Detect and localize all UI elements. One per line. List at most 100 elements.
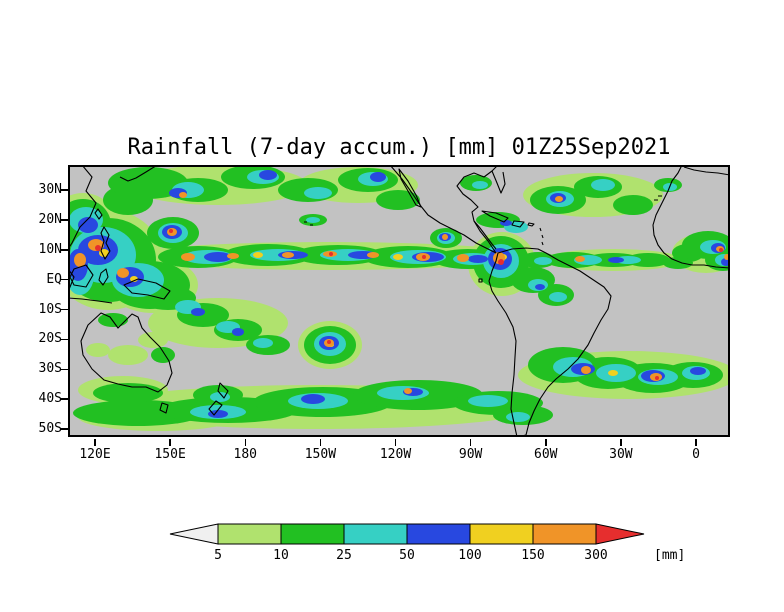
x-tick-mark xyxy=(469,439,472,446)
rain-cell xyxy=(253,338,273,348)
y-axis-label: 20N xyxy=(38,211,62,227)
y-axis-label: 20S xyxy=(38,331,62,347)
colorbar-segment xyxy=(469,523,534,545)
rain-cell xyxy=(468,395,508,407)
colorbar-tick-label: 10 xyxy=(273,548,289,563)
rain-cell xyxy=(108,345,148,365)
colorbar-tick-label: 5 xyxy=(214,548,222,563)
rain-cell xyxy=(98,313,128,327)
x-axis-label: 180 xyxy=(233,447,257,462)
coastline xyxy=(304,221,313,226)
x-tick-mark xyxy=(94,439,96,446)
colorbar-tick-label: 100 xyxy=(458,548,482,563)
rain-cell xyxy=(608,257,624,263)
x-axis-label: 120W xyxy=(379,447,412,462)
coastline xyxy=(491,170,506,194)
rain-cell xyxy=(282,252,294,258)
rain-cell xyxy=(472,181,488,189)
x-axis-label: 60W xyxy=(534,447,558,462)
y-axis-label: 30S xyxy=(38,361,62,377)
rain-cell xyxy=(232,328,244,336)
y-axis-label: 10S xyxy=(38,301,62,317)
colorbar-unit-label: [mm] xyxy=(654,548,686,563)
colorbar-segment xyxy=(217,523,282,545)
coastline xyxy=(481,210,509,223)
coastline xyxy=(539,227,544,246)
rain-cell xyxy=(549,292,567,302)
rain-cell xyxy=(253,252,263,258)
rain-cell xyxy=(86,343,110,357)
y-tick-mark xyxy=(60,219,68,221)
rain-cell xyxy=(575,256,585,262)
x-axis-label: 90W xyxy=(458,447,483,462)
map-frame xyxy=(68,165,730,437)
x-tick-mark xyxy=(545,439,547,446)
y-axis-label: 50S xyxy=(38,421,62,436)
rain-cell xyxy=(404,388,412,394)
y-tick-mark xyxy=(60,278,68,281)
colorbar-tick-label: 300 xyxy=(584,548,608,563)
colorbar-segment xyxy=(343,523,408,545)
rain-cell xyxy=(108,167,188,199)
rain-cell xyxy=(301,394,325,404)
colorbar-left-arrow xyxy=(169,523,219,545)
x-tick-mark xyxy=(695,439,697,446)
rain-cell xyxy=(534,257,552,265)
rain-cell xyxy=(626,253,670,267)
x-tick-mark xyxy=(169,439,171,446)
rain-cell xyxy=(690,367,706,375)
coastline xyxy=(527,222,535,227)
rain-cell xyxy=(93,383,163,403)
rain-cell xyxy=(721,258,730,266)
rain-cell xyxy=(655,376,659,380)
y-axis-label: 10N xyxy=(38,241,62,257)
rain-cell xyxy=(74,253,86,267)
rain-cell xyxy=(208,410,228,418)
x-axis-label: 120E xyxy=(79,447,111,462)
rain-cell xyxy=(376,190,420,210)
rain-cell xyxy=(535,284,545,290)
rain-cell xyxy=(169,229,173,233)
rain-cell xyxy=(179,192,187,198)
rain-cell xyxy=(613,195,653,215)
rain-cell xyxy=(304,187,332,199)
coastline xyxy=(488,247,612,437)
rain-cell xyxy=(367,252,379,258)
coastline xyxy=(94,208,103,220)
rain-cell xyxy=(78,217,98,233)
y-tick-mark xyxy=(60,398,68,400)
chart-title: Rainfall (7-day accum.) [mm] 01Z25Sep202… xyxy=(127,135,671,160)
rain-cell xyxy=(306,217,320,223)
x-axis-label: 150E xyxy=(154,447,186,462)
y-tick-mark xyxy=(60,428,68,430)
y-tick-mark xyxy=(60,189,68,191)
y-tick-mark xyxy=(60,338,68,341)
coastline xyxy=(652,165,730,269)
rain-cell xyxy=(191,308,205,316)
rain-cell xyxy=(506,412,530,422)
rain-cell xyxy=(663,257,693,269)
rain-cell xyxy=(581,366,591,374)
rain-cell xyxy=(555,196,563,202)
y-axis-label: 30N xyxy=(38,182,62,197)
coastline xyxy=(456,165,499,254)
rain-cell xyxy=(181,253,195,261)
coastline xyxy=(159,402,169,414)
colorbar-tick-label: 25 xyxy=(336,548,352,563)
rain-cell xyxy=(422,255,426,259)
rain-cell xyxy=(151,347,175,363)
y-tick-mark xyxy=(60,308,68,311)
coastline xyxy=(80,312,173,393)
rain-cell xyxy=(117,268,129,278)
rain-cell xyxy=(608,370,618,376)
rain-cell xyxy=(210,392,230,402)
x-tick-mark xyxy=(319,439,322,446)
coastline xyxy=(208,382,229,416)
rain-cell xyxy=(393,254,403,260)
coastline xyxy=(389,165,497,254)
rain-cell xyxy=(442,234,448,240)
rain-cell xyxy=(457,254,469,262)
rain-cell xyxy=(370,172,386,182)
rain-cell xyxy=(327,340,331,344)
x-axis-label: 150W xyxy=(304,447,337,462)
